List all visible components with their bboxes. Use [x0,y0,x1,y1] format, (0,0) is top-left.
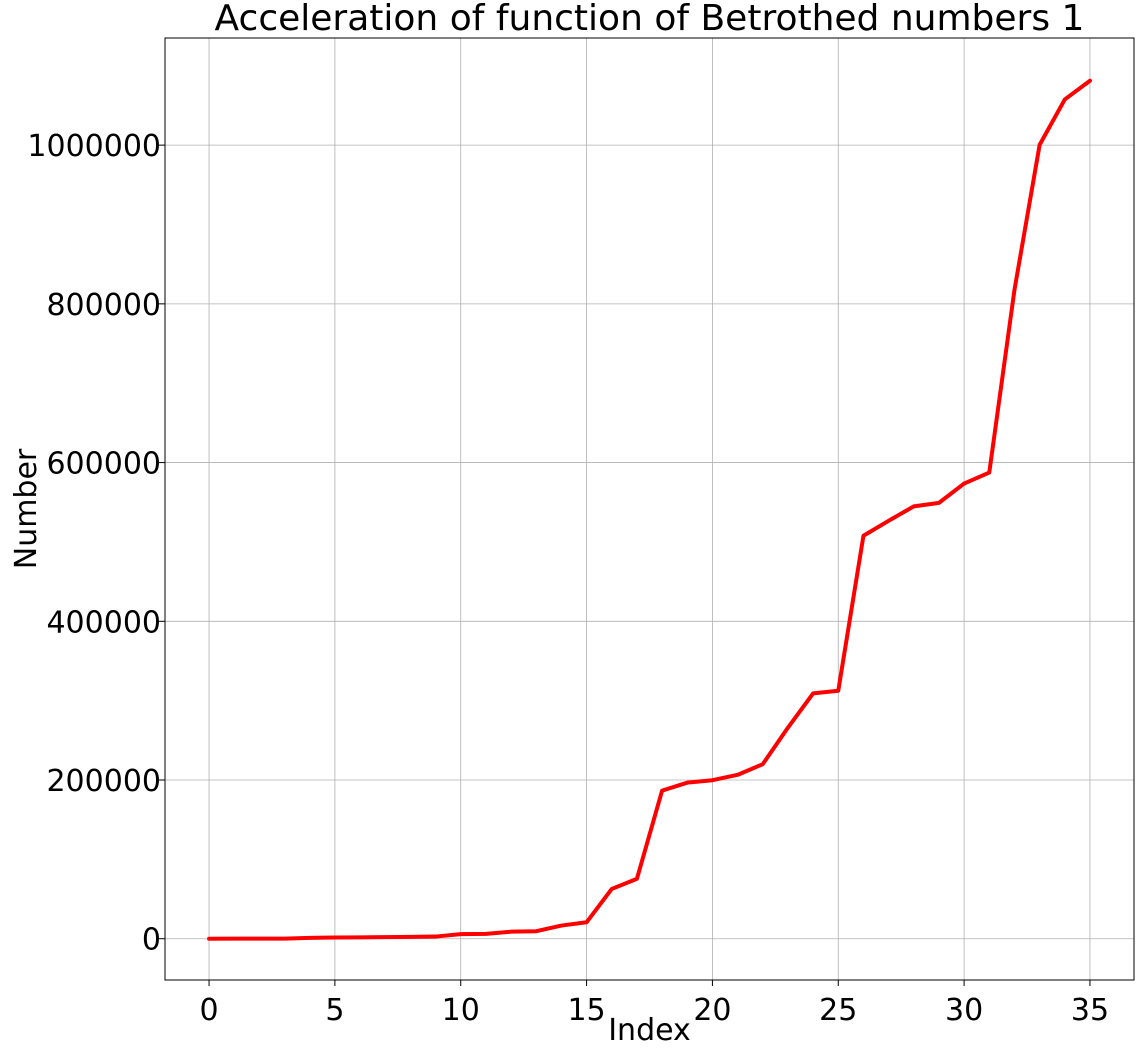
x-tick-label: 30 [945,993,983,1028]
y-tick-label: 600000 [46,447,161,482]
y-tick-label: 400000 [46,605,161,640]
x-axis-label: Index [608,1013,691,1048]
x-tick-label: 5 [325,993,344,1028]
x-tick-label: 35 [1071,993,1109,1028]
y-tick-label: 800000 [46,288,161,323]
y-tick-label: 1000000 [27,129,161,164]
y-axis-label: Number [9,448,44,569]
x-axis-ticks: 0 5 10 15 20 25 30 35 [199,980,1109,1028]
y-axis-ticks: 0 200000 400000 600000 800000 1000000 [27,129,165,958]
chart-title: Acceleration of function of Betrothed nu… [215,0,1085,39]
x-tick-label: 10 [442,993,480,1028]
y-tick-label: 200000 [46,764,161,799]
plot-area-frame [164,37,1135,981]
x-tick-label: 20 [693,993,731,1028]
series-layer [207,78,1092,941]
grid-lines [165,38,1134,980]
x-tick-label: 0 [199,993,218,1028]
x-tick-label: 15 [567,993,605,1028]
y-tick-label: 0 [142,923,161,958]
series-line-0 [207,78,1092,941]
x-tick-label: 25 [819,993,857,1028]
